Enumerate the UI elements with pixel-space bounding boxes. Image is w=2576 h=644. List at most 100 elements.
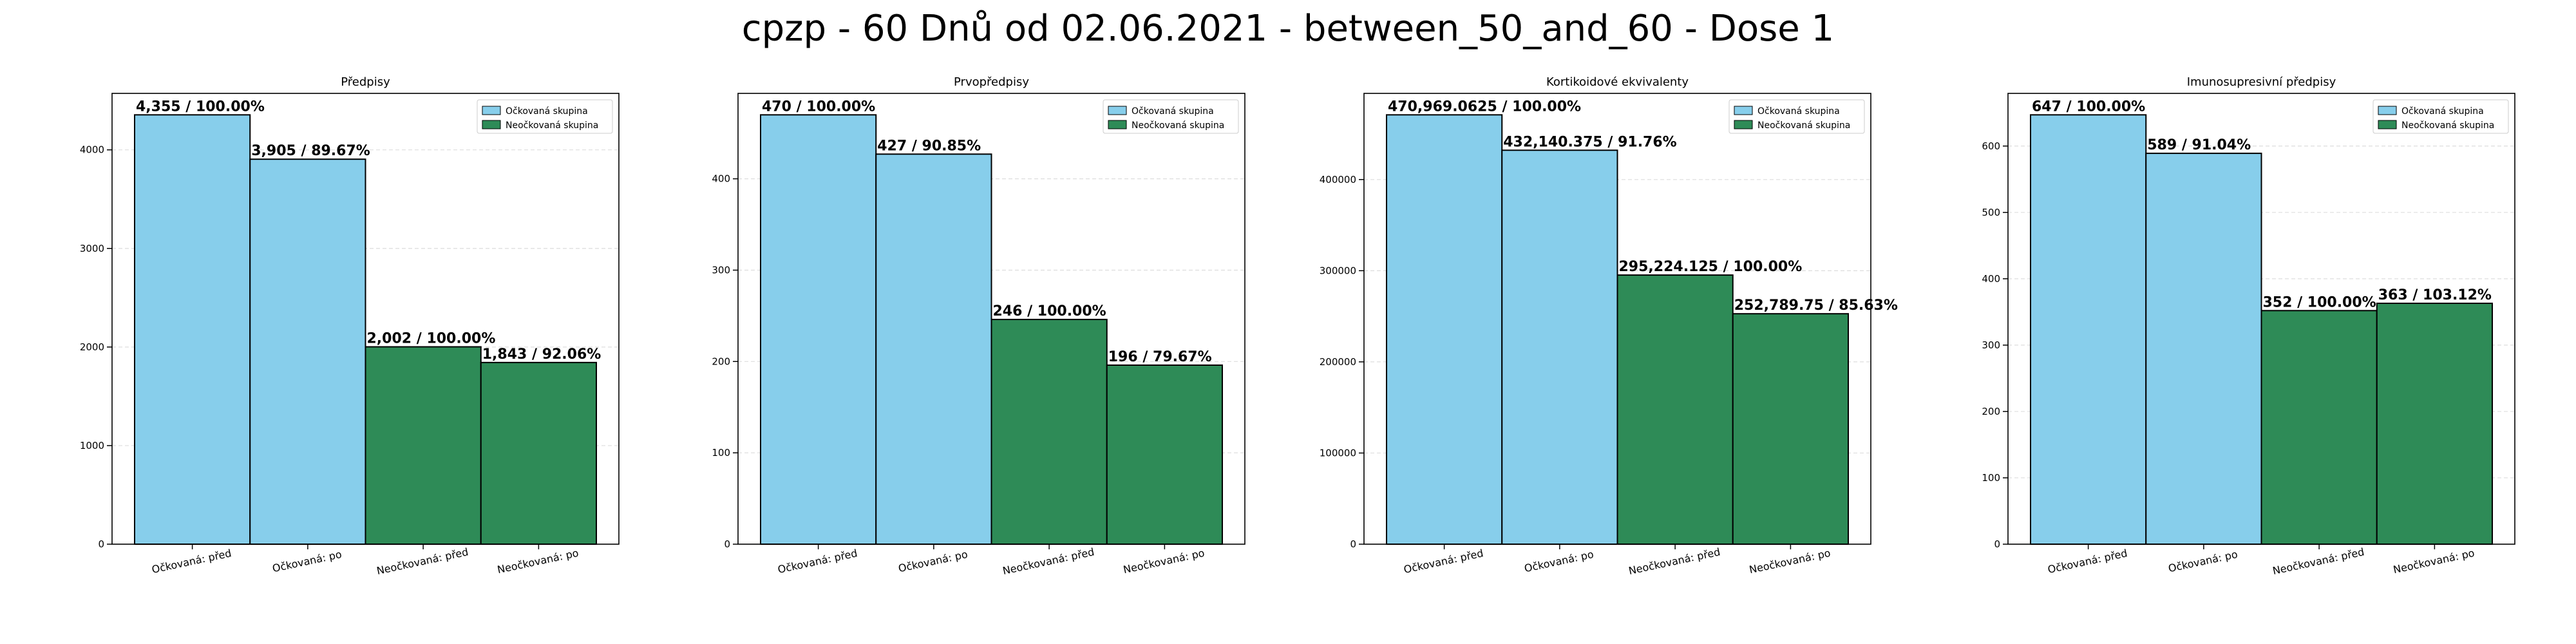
x-tick-label: Očkovaná: po: [1523, 548, 1595, 574]
bar: [1732, 313, 1849, 545]
y-tick-label: 2000: [80, 341, 104, 353]
legend-label: Očkovaná skupina: [506, 106, 588, 117]
data-label: 432,140.375 / 91.76%: [1503, 134, 1676, 150]
y-tick-label: 100000: [1320, 447, 1356, 459]
legend-swatch: [1108, 120, 1127, 129]
legend-label: Neočkovaná skupina: [506, 120, 598, 131]
bar: [365, 346, 482, 545]
data-label: 4,355 / 100.00%: [136, 99, 265, 115]
x-tick-label: Očkovaná: před: [2047, 547, 2128, 576]
data-label: 352 / 100.00%: [2263, 294, 2376, 310]
x-tick-label: Očkovaná: před: [777, 547, 858, 576]
chart-title: Prvopředpisy: [954, 75, 1029, 89]
y-tick-label: 400: [1982, 273, 2000, 285]
x-tick-label: Neočkovaná: před: [2271, 545, 2365, 577]
x-tick-label: Neočkovaná: před: [1001, 545, 1095, 577]
bar: [2260, 310, 2378, 545]
bar: [134, 114, 251, 545]
x-tick-label: Očkovaná: před: [151, 547, 232, 576]
bar: [1501, 149, 1618, 545]
data-label: 246 / 100.00%: [993, 303, 1106, 319]
axes-frame: [111, 93, 620, 545]
bar: [2030, 114, 2147, 545]
y-tick-label: 200: [1982, 406, 2000, 417]
legend-swatch: [2378, 106, 2397, 115]
bar: [1106, 364, 1223, 545]
data-label: 3,905 / 89.67%: [251, 143, 370, 159]
legend-swatch: [482, 120, 501, 129]
y-tick-label: 300: [712, 264, 730, 276]
x-tick-label: Neočkovaná: před: [1627, 545, 1721, 577]
data-label: 427 / 90.85%: [877, 138, 981, 154]
x-tick-label: Neočkovaná: po: [1748, 547, 1832, 576]
legend-swatch: [1734, 106, 1753, 115]
y-tick-label: 300000: [1320, 265, 1356, 276]
x-tick-label: Očkovaná: po: [2167, 548, 2239, 574]
y-tick-label: 600: [1982, 140, 2000, 152]
y-tick-label: 1000: [80, 440, 104, 451]
bar: [1616, 274, 1734, 545]
legend: Očkovaná skupina Neočkovaná skupina: [477, 99, 613, 134]
legend-label: Očkovaná skupina: [1757, 106, 1840, 117]
chart-panel: 4,355 / 100.00% Očkovaná: před 3,905 / 89.…: [80, 75, 620, 577]
x-tick-label: Neočkovaná: před: [375, 545, 469, 577]
y-tick-label: 400: [712, 173, 730, 185]
bar: [760, 114, 877, 545]
legend-label: Očkovaná skupina: [1132, 106, 1214, 117]
y-tick-label: 0: [98, 538, 104, 550]
legend: Očkovaná skupina Neočkovaná skupina: [1103, 99, 1239, 134]
bar: [2145, 153, 2262, 545]
y-tick-label: 400000: [1320, 174, 1356, 185]
x-tick-label: Očkovaná: po: [271, 548, 343, 574]
data-label: 196 / 79.67%: [1108, 349, 1212, 365]
y-tick-label: 500: [1982, 207, 2000, 218]
axes-frame: [737, 93, 1245, 545]
data-label: 470 / 100.00%: [762, 99, 875, 115]
y-tick-label: 100: [712, 447, 730, 459]
chart-panel: 470,969.0625 / 100.00% Očkovaná: před 432,…: [1320, 75, 1898, 577]
y-tick-label: 4000: [80, 144, 104, 156]
legend: Očkovaná skupina Neočkovaná skupina: [2372, 99, 2509, 134]
legend-swatch: [1108, 106, 1127, 115]
y-tick-label: 200: [712, 355, 730, 367]
bar: [1386, 114, 1503, 545]
data-label: 1,843 / 92.06%: [482, 346, 601, 363]
legend-box: [477, 99, 613, 134]
y-tick-label: 0: [1994, 538, 2000, 550]
bar: [875, 153, 992, 545]
y-tick-label: 0: [1350, 538, 1356, 550]
bar: [990, 319, 1108, 545]
data-label: 252,789.75 / 85.63%: [1734, 298, 1898, 314]
chart-title: Kortikoidové ekvivalenty: [1546, 75, 1689, 89]
y-tick-label: 200000: [1320, 356, 1356, 368]
data-label: 470,969.0625 / 100.00%: [1388, 99, 1581, 115]
x-tick-label: Očkovaná: před: [1403, 547, 1484, 576]
legend: Očkovaná skupina Neočkovaná skupina: [1728, 99, 1865, 134]
legend-box: [2372, 99, 2509, 134]
chart-panel: 470 / 100.00% Očkovaná: před 427 / 90.85% O…: [712, 75, 1245, 577]
legend-label: Neočkovaná skupina: [2401, 120, 2494, 131]
page-title: cpzp - 60 Dnů od 02.06.2021 - between_50…: [741, 8, 1835, 50]
chart-title: Předpisy: [341, 75, 390, 89]
x-tick-label: Neočkovaná: po: [2392, 547, 2476, 576]
legend-swatch: [482, 106, 501, 115]
x-tick-label: Neočkovaná: po: [1122, 547, 1206, 576]
y-tick-label: 300: [1982, 339, 2000, 351]
data-label: 2,002 / 100.00%: [367, 331, 496, 347]
axes-frame: [2007, 93, 2515, 545]
legend-label: Očkovaná skupina: [2401, 106, 2484, 117]
x-tick-label: Očkovaná: po: [897, 548, 969, 574]
legend-swatch: [2378, 120, 2397, 129]
legend-box: [1728, 99, 1865, 134]
axes-frame: [1363, 93, 1871, 545]
data-label: 363 / 103.12%: [2378, 287, 2492, 303]
bar: [249, 158, 366, 545]
chart-title: Imunosupresivní předpisy: [2187, 75, 2336, 89]
y-tick-label: 100: [1982, 472, 2000, 484]
data-label: 647 / 100.00%: [2032, 99, 2145, 115]
data-label: 589 / 91.04%: [2147, 137, 2251, 153]
chart-panel: 647 / 100.00% Očkovaná: před 589 / 91.04% O…: [1982, 75, 2515, 577]
legend-label: Neočkovaná skupina: [1132, 120, 1224, 131]
y-tick-label: 0: [724, 538, 730, 550]
